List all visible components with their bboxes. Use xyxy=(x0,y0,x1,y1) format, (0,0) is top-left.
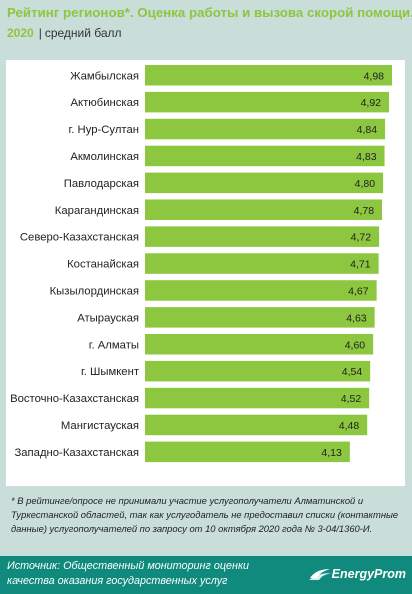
bar xyxy=(145,91,390,113)
category-label: Карагандинская xyxy=(55,205,139,217)
category-label: Павлодарская xyxy=(64,178,139,190)
value-label: 4,80 xyxy=(355,178,376,190)
value-label: 4,83 xyxy=(356,151,377,163)
value-label: 4,54 xyxy=(342,366,363,378)
category-label: г. Шымкент xyxy=(81,366,139,378)
category-label: г. Алматы xyxy=(89,339,139,351)
category-label: Кызылординская xyxy=(50,285,139,297)
year-label: 2020 xyxy=(7,26,34,40)
value-label: 4,72 xyxy=(351,232,372,244)
logo-mark-icon xyxy=(308,569,331,580)
bar xyxy=(145,387,370,409)
bar xyxy=(145,199,383,220)
value-label: 4,13 xyxy=(321,447,342,459)
chart-header: Рейтинг регионов*. Оценка работы и вызов… xyxy=(7,4,412,42)
value-label: 4,52 xyxy=(341,393,362,405)
category-label: Атырауская xyxy=(77,312,139,324)
category-label: Костанайская xyxy=(67,259,139,271)
source-bar: Источник: Общественный мониторинг оценки… xyxy=(0,556,412,594)
bar xyxy=(145,334,374,355)
bar-chart: Жамбылская 4,98 Актюбинская 4,92 г. Нур-Султ… xyxy=(6,60,405,486)
bar xyxy=(145,414,368,436)
bar xyxy=(145,441,350,463)
chart-subtitle: 2020 | средний балл xyxy=(7,24,407,42)
category-label: Жамбылская xyxy=(70,70,139,82)
category-label: Акмолинская xyxy=(70,151,139,163)
value-label: 4,71 xyxy=(350,259,371,271)
footnote: * В рейтинге/опросе не принимали участие… xyxy=(11,495,399,534)
value-label: 4,60 xyxy=(345,339,366,351)
unit-label: средний балл xyxy=(44,26,122,40)
category-label: Северо-Казахстанская xyxy=(20,232,139,244)
bar xyxy=(145,145,385,167)
value-label: 4,78 xyxy=(354,205,375,217)
bar xyxy=(145,118,386,140)
category-label: г. Нур-Султан xyxy=(69,124,139,136)
category-label: Актюбинская xyxy=(70,97,139,109)
separator: | xyxy=(38,26,42,40)
bar xyxy=(145,226,380,247)
chart-title: Рейтинг регионов*. Оценка работы и вызов… xyxy=(7,5,412,20)
category-label: Восточно-Казахстанская xyxy=(10,393,139,405)
bar xyxy=(145,253,379,274)
value-label: 4,67 xyxy=(348,285,369,297)
value-label: 4,98 xyxy=(364,70,385,82)
value-label: 4,92 xyxy=(361,97,382,109)
logo-text: EnergyProm xyxy=(331,567,406,581)
bar xyxy=(145,280,377,301)
energyprom-logo: EnergyProm xyxy=(308,567,406,581)
value-label: 4,48 xyxy=(339,420,360,432)
value-label: 4,63 xyxy=(346,312,367,324)
bar xyxy=(145,172,384,194)
source-text: Источник: Общественный мониторинг оценки… xyxy=(7,560,250,587)
bar xyxy=(145,307,375,328)
category-label: Западно-Казахстанская xyxy=(14,447,139,459)
bar xyxy=(145,65,392,86)
bar xyxy=(145,360,371,382)
value-label: 4,84 xyxy=(357,124,378,136)
category-label: Мангистауская xyxy=(61,420,139,432)
